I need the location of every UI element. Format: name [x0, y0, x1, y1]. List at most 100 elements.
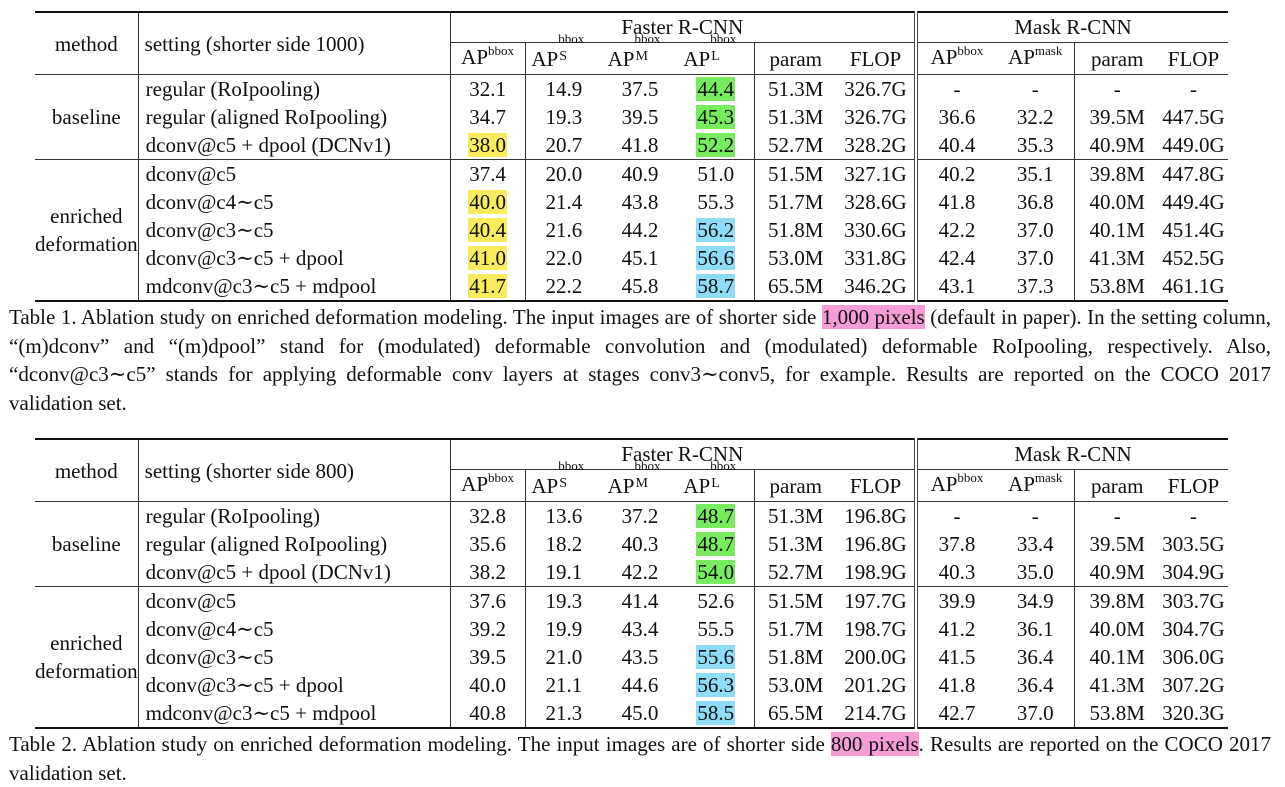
ablation-table-1: method setting (shorter side 1000) Faste… — [35, 11, 1228, 302]
mask-ap-mask-value: 32.2 — [1016, 105, 1054, 129]
setting-value: regular (aligned RoIpooling) — [145, 105, 388, 129]
ap-m-cell: 41.8 — [602, 131, 679, 160]
flop-value: 331.8G — [844, 246, 907, 270]
mask-flop-cell: 447.5G — [1159, 103, 1228, 131]
param-value: 51.3M — [768, 77, 824, 101]
setting-value: dconv@c4∼c5 — [145, 190, 274, 214]
method-label: baseline — [51, 532, 121, 556]
table-row: regular (aligned RoIpooling) 35.6 18.2 40.3… — [35, 530, 1228, 558]
header-text: bbox — [634, 457, 661, 473]
param-cell: 51.3M — [754, 103, 837, 131]
setting-cell: dconv@c4∼c5 — [138, 615, 451, 643]
mask-ap-bbox-cell: 40.3 — [916, 558, 996, 587]
mask-ap-bbox-cell: - — [916, 502, 996, 531]
ap-s-cell: 21.6 — [525, 216, 602, 244]
ap-l-cell: 56.6 — [678, 244, 755, 272]
flop-value: 198.9G — [844, 560, 907, 584]
setting-value: dconv@c5 + dpool (DCNv1) — [145, 560, 391, 584]
flop-value: 197.7G — [844, 589, 907, 613]
mask-flop-value: 307.2G — [1162, 673, 1225, 697]
header-text: mask — [1034, 470, 1063, 485]
header-text: AP — [683, 46, 711, 71]
ap-s-cell: 22.2 — [525, 272, 603, 302]
flop-value: 328.6G — [844, 190, 907, 214]
caption-highlight: 1,000 pixels — [821, 305, 925, 329]
setting-value: mdconv@c3∼c5 + mdpool — [145, 701, 377, 725]
param-cell: 51.7M — [754, 188, 837, 216]
param-cell: 51.3M — [754, 502, 837, 531]
ap-bbox-value: 38.2 — [469, 560, 506, 584]
header-text: setting (shorter side 1000) — [144, 31, 365, 56]
setting-value: mdconv@c3∼c5 + mdpool — [145, 274, 377, 298]
mask-flop-cell: 449.4G — [1159, 188, 1228, 216]
param-cell: 51.3M — [754, 530, 837, 558]
ap-l-value: 51.0 — [697, 162, 735, 186]
header-text: bbox — [558, 457, 585, 473]
header-ap-m-bbox: AP bbox M — [602, 31, 679, 75]
ap-bbox-cell: 35.6 — [450, 530, 526, 558]
mask-ap-mask-value: 37.0 — [1016, 218, 1054, 242]
ap-l-value: 55.3 — [697, 190, 735, 214]
ap-s-cell: 13.6 — [525, 502, 602, 531]
setting-value: regular (aligned RoIpooling) — [145, 532, 388, 556]
header-text: Faster R-CNN — [621, 442, 744, 466]
method-label: baseline — [51, 105, 121, 129]
ap-bbox-value: 37.6 — [469, 589, 506, 613]
header-ap-s-bbox: AP bbox S — [525, 458, 603, 502]
flop-cell: 327.1G — [837, 159, 918, 188]
ap-s-value: 19.3 — [545, 105, 583, 129]
mask-param-value: 39.5M — [1089, 105, 1145, 129]
param-value: 51.8M — [768, 645, 824, 669]
setting-cell: mdconv@c3∼c5 + mdpool — [138, 272, 451, 302]
mask-param-value: 40.9M — [1089, 560, 1145, 584]
setting-value: dconv@c3∼c5 + dpool — [145, 673, 344, 697]
ap-bbox-value: 35.6 — [469, 532, 506, 556]
ap-bbox-value: 40.8 — [469, 701, 506, 725]
flop-value: 346.2G — [844, 274, 907, 298]
setting-value: dconv@c4∼c5 — [145, 617, 274, 641]
header-text: bbox — [634, 30, 661, 46]
ap-s-cell: 19.1 — [525, 558, 603, 587]
ap-l-cell: 52.2 — [678, 131, 755, 160]
mask-param-cell: 40.0M — [1075, 615, 1159, 643]
header-text: FLOP — [1167, 473, 1220, 498]
header-ap-s-bbox: AP bbox S — [525, 31, 603, 75]
header-text: Mask R-CNN — [1014, 442, 1132, 466]
header-mask-rcnn: Mask R-CNN — [916, 11, 1228, 43]
caption-text-rest: . Results are reported on the COCO 2017 … — [9, 732, 1271, 785]
ap-m-cell: 43.5 — [602, 643, 678, 671]
ap-bbox-value: 37.4 — [469, 162, 506, 186]
ap-l-cell: 48.7 — [678, 501, 755, 530]
header-mask-flop: FLOP — [1158, 42, 1228, 75]
header-text: setting (shorter side 800) — [144, 458, 355, 483]
mask-ap-bbox-value: 41.8 — [938, 673, 976, 697]
param-cell: 65.5M — [754, 699, 838, 729]
table-row: dconv@c3∼c5 + dpool 41.0 22.0 45.1 56.6 53.0M… — [35, 244, 1228, 272]
mask-ap-mask-value: 37.0 — [1016, 246, 1054, 270]
header-text: bbox — [710, 457, 737, 473]
ap-s-cell: 20.0 — [525, 160, 602, 189]
ap-bbox-value: 40.4 — [468, 218, 507, 242]
header-text: M — [635, 48, 648, 64]
ap-m-cell: 43.4 — [602, 615, 678, 643]
param-value: 51.8M — [768, 218, 824, 242]
ap-m-cell: 42.2 — [602, 558, 679, 587]
mask-param-cell: 40.9M — [1074, 131, 1159, 160]
ap-l-value: 55.6 — [696, 645, 736, 669]
mask-ap-bbox-cell: 36.6 — [916, 103, 996, 131]
param-value: 51.3M — [768, 504, 824, 528]
ap-s-cell: 18.2 — [525, 530, 602, 558]
ap-s-value: 20.7 — [545, 133, 583, 157]
param-cell: 53.0M — [754, 244, 837, 272]
mask-ap-bbox-cell: 42.7 — [916, 699, 996, 729]
ap-s-value: 21.4 — [545, 190, 583, 214]
param-value: 51.5M — [768, 162, 824, 186]
ap-l-value: 56.3 — [696, 673, 736, 697]
ap-s-value: 19.1 — [545, 560, 583, 584]
flop-value: 198.7G — [844, 617, 907, 641]
method-cell: baseline — [35, 74, 139, 160]
ap-m-value: 40.3 — [621, 532, 659, 556]
mask-flop-cell: 447.8G — [1159, 160, 1228, 189]
mask-flop-value: 452.5G — [1162, 246, 1225, 270]
mask-ap-bbox-value: 42.7 — [938, 701, 976, 725]
